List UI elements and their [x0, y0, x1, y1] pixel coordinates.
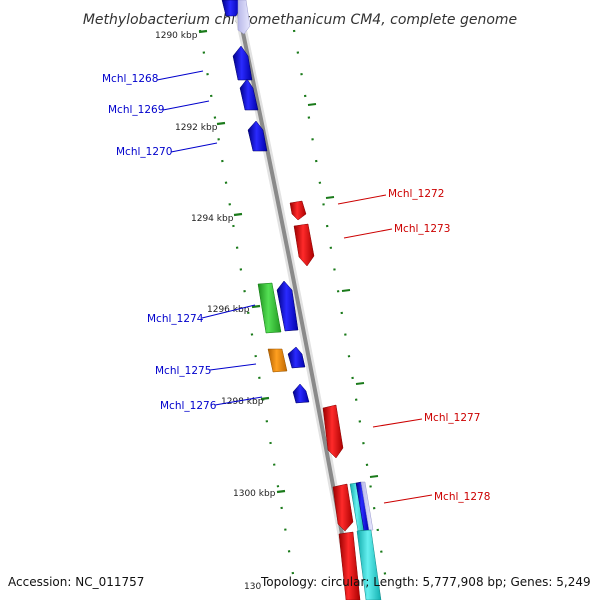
green-feature[interactable] — [257, 282, 282, 334]
gene-label-mchl-1278[interactable]: Mchl_1278 — [434, 491, 490, 503]
forward-gene-arrow[interactable] — [221, 0, 241, 17]
gene-arrow-mchl-1276[interactable] — [292, 383, 310, 404]
accession-text: Accession: NC_011757 — [8, 575, 144, 589]
orange-feature[interactable] — [267, 348, 288, 373]
tick-label-1290: 1290 kbp — [155, 31, 198, 41]
forward-gene-arrow[interactable] — [237, 0, 251, 35]
gene-label-mchl-1275[interactable]: Mchl_1275 — [155, 365, 211, 377]
tick-mark-1300 — [276, 489, 286, 494]
topology-text: Topology: circular; Length: 5,777,908 bp… — [260, 575, 591, 589]
cut-off-tick-label: 130 — [244, 582, 261, 592]
reverse-gene-labels: Mchl_1272 Mchl_1273 Mchl_1277 Mchl_1278 — [337, 188, 490, 504]
gene-arrow-mchl-1278[interactable] — [332, 483, 354, 532]
tick-mark-1294 — [233, 212, 243, 217]
gene-label-mchl-1274[interactable]: Mchl_1274 — [147, 313, 204, 325]
gene-label-mchl-1276[interactable]: Mchl_1276 — [160, 400, 217, 412]
gene-arrow-mchl-1272[interactable] — [289, 200, 307, 221]
outer-tick — [369, 475, 379, 478]
leader-line — [214, 396, 263, 406]
tick-mark-1298 — [260, 396, 270, 401]
tick-labels: 1290 kbp 1292 kbp 1294 kbp 1296 kbp 1298… — [155, 31, 276, 499]
leader-line — [337, 194, 387, 205]
gene-arrow-mchl-1277[interactable] — [322, 404, 344, 459]
gene-label-mchl-1269[interactable]: Mchl_1269 — [108, 104, 164, 116]
gene-arrow-mchl-1275[interactable] — [287, 346, 306, 369]
tick-label-1298: 1298 kbp — [221, 397, 264, 407]
tick-label-1300: 1300 kbp — [233, 489, 276, 499]
gene-label-mchl-1272[interactable]: Mchl_1272 — [388, 188, 444, 200]
gene-arrow-mchl-1268[interactable] — [232, 45, 253, 81]
outer-tick — [341, 289, 351, 292]
lavender-feature[interactable] — [360, 481, 374, 531]
leader-line — [372, 418, 423, 428]
outer-tick — [325, 196, 335, 199]
outer-tick — [355, 382, 365, 385]
leader-line — [170, 142, 218, 153]
tick-label-1292: 1292 kbp — [175, 123, 218, 133]
tick-mark-1292 — [216, 121, 226, 126]
gene-arrow-mchl-1269[interactable] — [239, 78, 259, 111]
tick-mark-1290 — [198, 29, 208, 34]
cyan-feature[interactable] — [356, 529, 382, 600]
gene-arrow-mchl-1273[interactable] — [293, 223, 315, 267]
gene-arrow-mchl-1274[interactable] — [276, 280, 299, 332]
tick-marks — [198, 29, 379, 494]
forward-genes — [221, 0, 310, 404]
gene-label-mchl-1270[interactable]: Mchl_1270 — [116, 146, 172, 158]
tick-mark-1296 — [251, 304, 261, 309]
reverse-gene-arrow[interactable] — [338, 531, 361, 600]
forward-gene-labels: Mchl_1268 Mchl_1269 Mchl_1270 Mchl_1274 … — [102, 70, 263, 412]
gene-arrow-mchl-1270[interactable] — [247, 120, 268, 152]
tick-label-1294: 1294 kbp — [191, 214, 234, 224]
outer-tick — [307, 103, 317, 106]
tick-label-1296: 1296 kbp — [207, 305, 250, 315]
leader-line — [383, 494, 433, 504]
map-title: Methylobacterium chloromethanicum CM4, c… — [83, 12, 517, 28]
gene-label-mchl-1273[interactable]: Mchl_1273 — [394, 223, 450, 235]
gene-label-mchl-1277[interactable]: Mchl_1277 — [424, 412, 480, 424]
gene-label-mchl-1268[interactable]: Mchl_1268 — [102, 73, 158, 85]
leader-line — [209, 363, 257, 371]
leader-line — [156, 70, 204, 81]
leader-line — [162, 100, 210, 111]
leader-line — [343, 228, 393, 239]
reverse-genes — [289, 200, 382, 600]
leader-line — [201, 304, 256, 319]
